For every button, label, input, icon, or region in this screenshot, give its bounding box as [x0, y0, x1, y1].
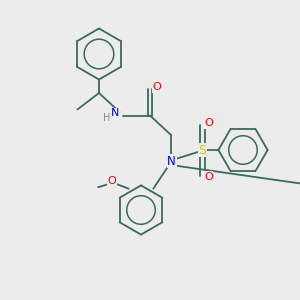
Text: N: N [167, 155, 176, 168]
Text: O: O [107, 176, 116, 186]
Text: O: O [152, 82, 161, 92]
Text: N: N [111, 108, 120, 118]
Text: O: O [204, 118, 213, 128]
Text: S: S [199, 143, 206, 157]
Text: O: O [204, 172, 213, 182]
Text: H: H [103, 113, 110, 124]
